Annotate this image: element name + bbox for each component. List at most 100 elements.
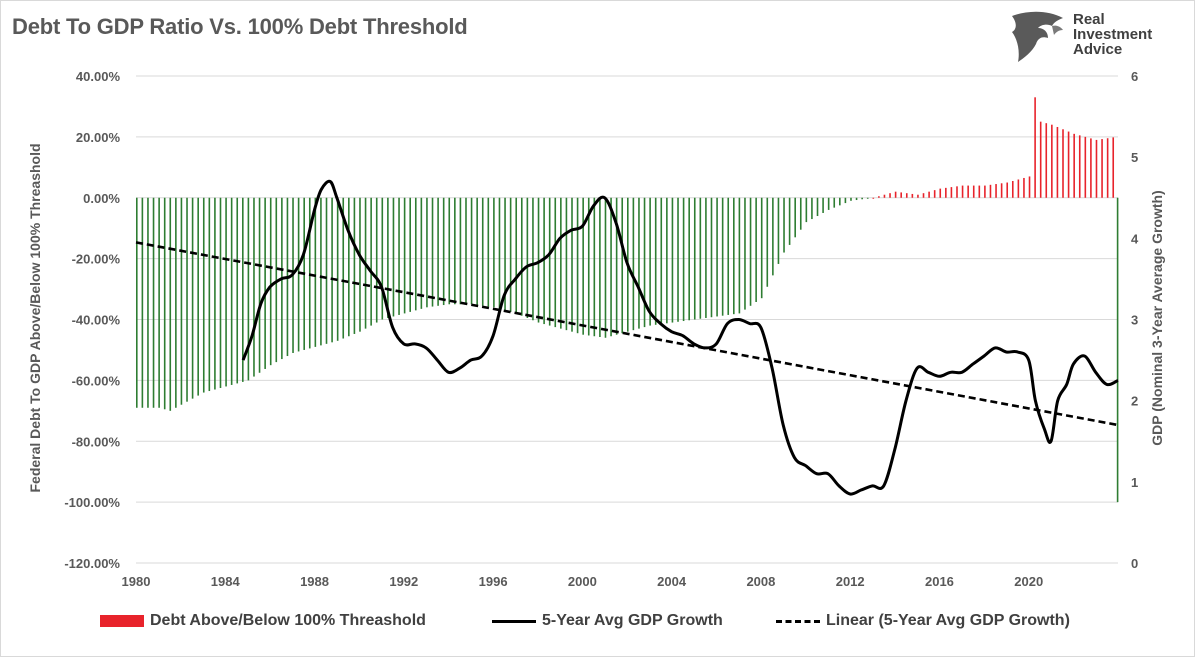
chart-title: Debt To GDP Ratio Vs. 100% Debt Threshol…: [12, 14, 468, 39]
debt-bar: [197, 197, 199, 396]
debt-bar: [660, 197, 663, 325]
debt-bar: [716, 197, 718, 317]
debt-bar: [766, 197, 769, 287]
debt-bar: [1112, 137, 1115, 198]
debt-bar: [476, 197, 478, 306]
debt-bar: [699, 197, 702, 319]
debt-bar: [861, 197, 863, 200]
debt-bar: [152, 197, 155, 408]
y-tick-label: 40.00%: [76, 69, 121, 84]
debt-bar: [392, 197, 395, 317]
debt-bar: [1101, 139, 1103, 198]
debt-bar: [493, 197, 495, 308]
x-tick-label: 1980: [122, 574, 151, 589]
debt-bar: [242, 197, 244, 382]
debt-bar: [403, 197, 406, 314]
legend-swatch-dashed: [776, 619, 820, 623]
debt-bar: [760, 197, 763, 299]
y-tick-label: -60.00%: [72, 373, 121, 388]
debt-bar: [214, 197, 216, 390]
eagle-head-icon: [1012, 11, 1063, 63]
debt-bar: [359, 197, 361, 332]
debt-bar: [141, 197, 144, 408]
debt-bar: [945, 187, 947, 198]
debt-bar: [967, 185, 969, 198]
y-tick-label: -120.00%: [64, 556, 120, 571]
debt-bar: [649, 197, 651, 326]
debt-bar: [532, 197, 534, 321]
y2-tick-label: 3: [1131, 313, 1138, 328]
debt-bar: [487, 197, 490, 307]
y2-tick-label: 0: [1131, 556, 1138, 571]
debt-bar: [1078, 135, 1081, 198]
debt-bar: [459, 197, 462, 305]
debt-bar: [1095, 139, 1098, 198]
y-tick-label: -20.00%: [72, 252, 121, 267]
debt-bar: [833, 197, 836, 208]
debt-bar: [1045, 123, 1048, 198]
debt-bar: [666, 197, 668, 324]
debt-bar: [788, 197, 791, 245]
debt-bar: [520, 197, 523, 316]
debt-bar: [308, 197, 311, 349]
y-axis-ticks: 40.00% 20.00% 0.00% -20.00% -40.00% -60.00% -8…: [64, 69, 120, 571]
debt-bar: [638, 197, 640, 329]
debt-bar: [409, 197, 411, 312]
debt-bar: [855, 197, 858, 201]
y-tick-label: 20.00%: [76, 130, 121, 145]
debt-bar: [839, 197, 841, 206]
x-tick-label: 2012: [836, 574, 865, 589]
debt-bar: [465, 197, 467, 305]
debt-bar: [1039, 121, 1042, 198]
debt-bar: [342, 197, 345, 339]
debt-bar: [420, 197, 423, 309]
debt-bar: [158, 197, 160, 408]
debt-bar: [230, 197, 233, 385]
debt-bar: [911, 193, 914, 198]
debt-bar: [677, 197, 679, 322]
debt-bar: [950, 187, 953, 198]
logo-line-1: Real: [1073, 11, 1105, 28]
y2-axis-label: GDP (Nominal 3-Year Average Growth): [1149, 190, 1165, 445]
debt-bar: [414, 197, 417, 311]
debt-bar: [543, 197, 545, 325]
debt-bar: [219, 197, 222, 388]
debt-bar: [481, 197, 484, 306]
debt-bar: [772, 197, 774, 276]
logo-text: Real Investment Advice: [1073, 12, 1152, 57]
debt-bar: [509, 197, 512, 312]
debt-bar: [805, 197, 808, 223]
debt-bar: [705, 197, 707, 318]
debt-bar: [922, 193, 925, 198]
debt-bar: [264, 197, 266, 369]
debt-bar: [470, 197, 473, 305]
x-axis-ticks: 1980 1984 1988 1992 1996 2000 2004 2008 2012 2016…: [122, 574, 1044, 589]
debt-bar: [1106, 138, 1109, 198]
debt-bar: [682, 197, 685, 322]
debt-bar: [671, 197, 674, 323]
debt-bar: [816, 197, 819, 217]
debt-bar: [163, 197, 166, 410]
debt-bar: [381, 197, 384, 320]
debt-bar: [426, 197, 428, 308]
debt-bar: [225, 197, 227, 387]
debt-bar: [978, 185, 981, 198]
legend: Debt Above/Below 100% Threashold 5-Year …: [0, 612, 1197, 636]
debt-bar: [325, 197, 328, 344]
debt-bar: [917, 194, 919, 198]
legend-item-debt: Debt Above/Below 100% Threashold: [100, 612, 426, 630]
debt-bar: [933, 190, 936, 198]
debt-bar: [175, 197, 177, 408]
debt-bar: [883, 194, 886, 198]
debt-bar: [783, 197, 785, 253]
y2-tick-label: 2: [1131, 394, 1138, 409]
debt-bar: [961, 185, 964, 198]
legend-item-gdp: 5-Year Avg GDP Growth: [492, 612, 723, 630]
logo-line-3: Advice: [1073, 41, 1123, 58]
debt-bar: [147, 197, 149, 408]
debt-bar: [437, 197, 439, 306]
debt-bar: [565, 197, 568, 331]
y-axis-label: Federal Debt To GDP Above/Below 100% Thr…: [27, 143, 43, 492]
debt-bar: [560, 197, 562, 329]
debt-bar: [431, 197, 434, 307]
